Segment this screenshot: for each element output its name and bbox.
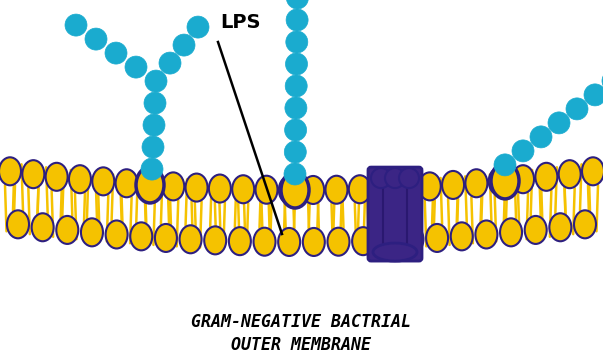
Ellipse shape bbox=[535, 163, 557, 191]
Circle shape bbox=[125, 56, 147, 78]
Ellipse shape bbox=[56, 216, 78, 244]
Circle shape bbox=[105, 42, 127, 64]
Ellipse shape bbox=[574, 210, 596, 238]
Ellipse shape bbox=[418, 172, 441, 201]
Circle shape bbox=[285, 53, 308, 75]
Ellipse shape bbox=[377, 226, 399, 255]
Text: LPS: LPS bbox=[220, 13, 260, 32]
Ellipse shape bbox=[426, 224, 448, 252]
Ellipse shape bbox=[491, 163, 519, 199]
Ellipse shape bbox=[155, 224, 177, 252]
Circle shape bbox=[143, 114, 165, 136]
Circle shape bbox=[548, 112, 570, 134]
Ellipse shape bbox=[352, 227, 374, 255]
Ellipse shape bbox=[0, 157, 21, 185]
Ellipse shape bbox=[488, 167, 511, 195]
Ellipse shape bbox=[582, 157, 603, 185]
Circle shape bbox=[584, 84, 603, 106]
Circle shape bbox=[494, 154, 516, 176]
Circle shape bbox=[187, 16, 209, 38]
Ellipse shape bbox=[466, 169, 487, 197]
Ellipse shape bbox=[162, 172, 185, 201]
Ellipse shape bbox=[303, 228, 325, 256]
Circle shape bbox=[399, 168, 419, 188]
Ellipse shape bbox=[402, 225, 423, 253]
Ellipse shape bbox=[31, 213, 54, 241]
Circle shape bbox=[284, 163, 306, 185]
Ellipse shape bbox=[180, 225, 201, 253]
Ellipse shape bbox=[106, 220, 128, 248]
Circle shape bbox=[385, 168, 405, 188]
Circle shape bbox=[530, 126, 552, 148]
Ellipse shape bbox=[69, 165, 91, 193]
Ellipse shape bbox=[326, 176, 347, 204]
Ellipse shape bbox=[559, 160, 581, 188]
Circle shape bbox=[285, 97, 307, 119]
Circle shape bbox=[141, 158, 163, 180]
Ellipse shape bbox=[549, 213, 572, 241]
Ellipse shape bbox=[204, 226, 226, 255]
Ellipse shape bbox=[396, 174, 417, 202]
Circle shape bbox=[144, 92, 166, 114]
Ellipse shape bbox=[281, 172, 309, 208]
Circle shape bbox=[602, 70, 603, 92]
Ellipse shape bbox=[256, 176, 277, 204]
Circle shape bbox=[285, 75, 307, 97]
Ellipse shape bbox=[130, 222, 153, 250]
Ellipse shape bbox=[92, 167, 115, 195]
Circle shape bbox=[512, 140, 534, 162]
Circle shape bbox=[286, 9, 308, 31]
Ellipse shape bbox=[349, 175, 371, 203]
Ellipse shape bbox=[279, 176, 301, 204]
Ellipse shape bbox=[209, 175, 231, 203]
Ellipse shape bbox=[327, 228, 350, 256]
Circle shape bbox=[285, 119, 306, 141]
Circle shape bbox=[173, 34, 195, 56]
Circle shape bbox=[284, 141, 306, 163]
Ellipse shape bbox=[372, 175, 394, 203]
Circle shape bbox=[371, 168, 391, 188]
FancyBboxPatch shape bbox=[368, 167, 422, 261]
Circle shape bbox=[65, 14, 87, 36]
Circle shape bbox=[286, 0, 308, 9]
Text: OUTER MEMBRANE: OUTER MEMBRANE bbox=[232, 336, 371, 354]
Circle shape bbox=[566, 98, 588, 120]
Ellipse shape bbox=[229, 227, 251, 255]
Ellipse shape bbox=[450, 222, 473, 250]
Ellipse shape bbox=[475, 220, 497, 248]
Circle shape bbox=[142, 136, 164, 158]
Ellipse shape bbox=[278, 228, 300, 256]
Ellipse shape bbox=[525, 216, 547, 244]
Ellipse shape bbox=[500, 218, 522, 246]
Ellipse shape bbox=[512, 165, 534, 193]
Ellipse shape bbox=[232, 175, 254, 203]
Ellipse shape bbox=[253, 228, 276, 256]
Text: GRAM-NEGATIVE BACTRIAL: GRAM-NEGATIVE BACTRIAL bbox=[192, 313, 411, 331]
Ellipse shape bbox=[373, 243, 417, 261]
Ellipse shape bbox=[22, 160, 44, 188]
Ellipse shape bbox=[442, 171, 464, 199]
Circle shape bbox=[145, 70, 167, 92]
Circle shape bbox=[159, 52, 181, 74]
Ellipse shape bbox=[186, 174, 207, 202]
Ellipse shape bbox=[302, 176, 324, 204]
Ellipse shape bbox=[81, 218, 103, 246]
Circle shape bbox=[85, 28, 107, 50]
Ellipse shape bbox=[116, 169, 137, 197]
Ellipse shape bbox=[7, 210, 29, 238]
Ellipse shape bbox=[136, 167, 164, 203]
Circle shape bbox=[286, 31, 308, 53]
Ellipse shape bbox=[46, 163, 68, 191]
Ellipse shape bbox=[139, 171, 161, 199]
